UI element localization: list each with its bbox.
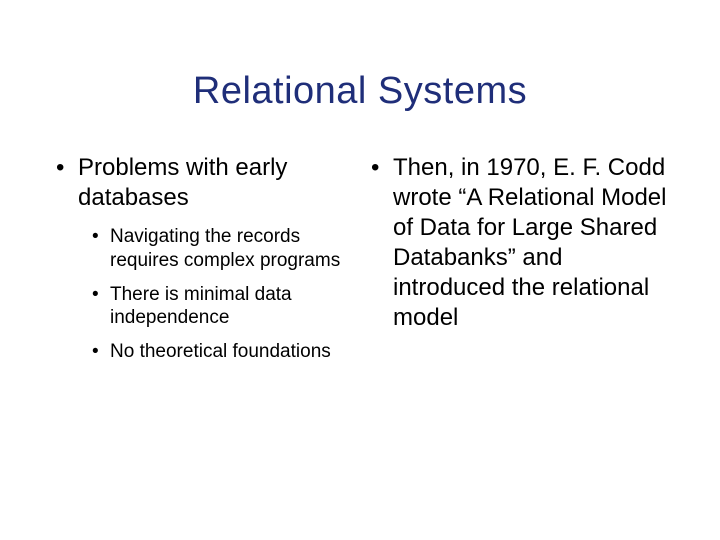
- left-sub-bullet-text: No theoretical foundations: [110, 341, 331, 362]
- left-column: Problems with early databases Navigating…: [50, 153, 355, 376]
- right-main-bullet: Then, in 1970, E. F. Codd wrote “A Relat…: [365, 153, 670, 333]
- left-main-bullet: Problems with early databases Navigating…: [50, 153, 355, 364]
- right-column: Then, in 1970, E. F. Codd wrote “A Relat…: [365, 153, 670, 376]
- left-sub-bullet: Navigating the records requires complex …: [88, 225, 355, 273]
- left-main-bullet-text: Problems with early databases: [78, 154, 287, 211]
- slide-title: Relational Systems: [50, 70, 670, 113]
- right-bullets: Then, in 1970, E. F. Codd wrote “A Relat…: [365, 153, 670, 333]
- content-columns: Problems with early databases Navigating…: [50, 153, 670, 376]
- slide: Relational Systems Problems with early d…: [0, 0, 720, 540]
- left-sub-bullet-text: Navigating the records requires complex …: [110, 226, 340, 271]
- right-main-bullet-text: Then, in 1970, E. F. Codd wrote “A Relat…: [393, 154, 666, 331]
- left-sub-bullets: Navigating the records requires complex …: [78, 225, 355, 364]
- left-sub-bullet: There is minimal data independence: [88, 283, 355, 331]
- left-bullets: Problems with early databases Navigating…: [50, 153, 355, 364]
- left-sub-bullet-text: There is minimal data independence: [110, 284, 292, 329]
- left-sub-bullet: No theoretical foundations: [88, 340, 355, 364]
